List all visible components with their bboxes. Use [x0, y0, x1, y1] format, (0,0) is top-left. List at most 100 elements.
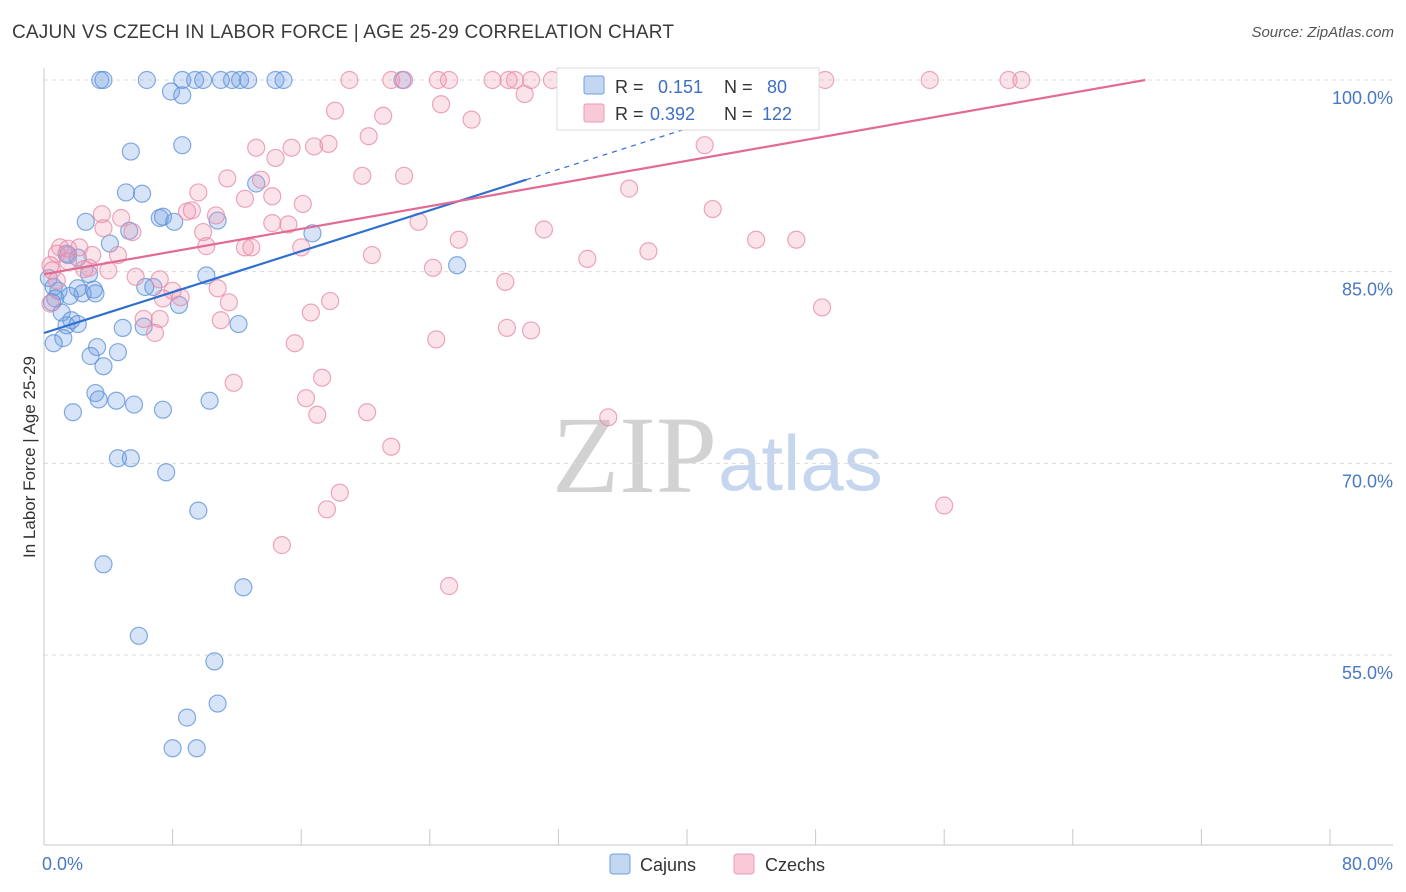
legend-swatch-czechs	[733, 853, 755, 875]
czech-point	[362, 245, 382, 265]
czech-point	[787, 230, 806, 249]
czech-point	[920, 70, 939, 90]
czech-point	[47, 271, 66, 290]
y-tick-label: 85.0%	[1342, 280, 1393, 300]
chart-title: CAJUN VS CZECH IN LABOR FORCE | AGE 25-2…	[12, 22, 675, 43]
cajun-point	[187, 739, 206, 758]
trendline-cajuns	[43, 178, 527, 335]
source-label: Source: ZipAtlas.com	[1251, 24, 1394, 41]
czech-point	[134, 309, 153, 329]
cajun-point	[137, 70, 156, 90]
cajun-point	[448, 256, 467, 275]
watermark-zip: ZIP	[552, 394, 717, 516]
czech-point	[747, 230, 766, 249]
cajun-point	[177, 708, 197, 727]
cajun-point	[165, 212, 184, 231]
czech-point	[224, 373, 243, 392]
cajun-point	[108, 343, 128, 362]
czech-point	[358, 403, 377, 422]
czech-point	[382, 437, 401, 456]
legend: Cajuns Czechs	[609, 853, 825, 875]
czech-point	[150, 309, 169, 329]
cajun-point	[200, 391, 219, 410]
x-tick-label-min: 0.0%	[42, 854, 83, 874]
cajun-point	[153, 400, 173, 419]
stats-n-value-cajuns: 80	[767, 77, 787, 97]
czech-point	[462, 110, 481, 129]
czech-point	[92, 205, 111, 224]
cajun-point	[173, 136, 192, 155]
czech-point	[496, 272, 515, 291]
stats-r-value-czechs: 0.392	[650, 104, 695, 124]
cajun-point	[303, 224, 322, 243]
cajun-point	[134, 317, 153, 336]
czech-point	[235, 189, 255, 208]
cajun-point	[76, 212, 95, 231]
cajun-point	[89, 390, 108, 409]
czech-point	[211, 311, 230, 330]
legend-label-cajuns: Cajuns	[640, 855, 696, 875]
czech-point	[1012, 70, 1031, 90]
cajun-point	[153, 207, 173, 226]
czech-point	[330, 483, 349, 502]
trendline-czechs	[43, 78, 1146, 276]
czech-point	[242, 238, 261, 257]
cajun-point	[239, 70, 258, 90]
cajun-point	[63, 403, 83, 422]
y-tick-labels: 100.0% 85.0% 70.0% 55.0%	[1332, 88, 1393, 683]
stats-n-value-czechs: 122	[762, 104, 792, 124]
czech-point	[620, 179, 639, 198]
czech-point	[123, 222, 142, 242]
czech-point	[639, 242, 658, 261]
x-tick-label-max: 80.0%	[1342, 854, 1393, 874]
czech-point	[423, 258, 443, 277]
stats-r-label-czechs: R =	[615, 104, 644, 124]
czech-point	[194, 222, 213, 242]
cajun-point	[113, 318, 132, 337]
series-czechs	[41, 70, 1031, 596]
czech-point	[483, 70, 502, 90]
legend-label-czechs: Czechs	[765, 855, 825, 875]
czech-point	[266, 148, 285, 168]
stats-n-label-czechs: N =	[724, 104, 753, 124]
czech-point	[296, 389, 316, 408]
czech-point	[263, 187, 282, 206]
czech-point	[431, 95, 451, 114]
czech-point	[359, 127, 378, 146]
czech-point	[374, 106, 393, 125]
czech-point	[321, 291, 340, 311]
czech-point	[812, 298, 832, 317]
grid-lines	[44, 79, 1395, 656]
cajun-point	[87, 337, 107, 357]
cajun-point	[189, 501, 208, 520]
czech-point	[308, 405, 327, 424]
cajun-point	[44, 334, 63, 353]
stats-r-label-cajuns: R =	[615, 77, 644, 97]
cajun-point	[86, 284, 105, 303]
czech-point	[112, 208, 131, 228]
stats-swatch-czechs	[583, 103, 605, 123]
cajun-point	[81, 346, 100, 366]
czech-point	[206, 206, 226, 225]
czech-point	[534, 220, 554, 239]
czech-point	[935, 496, 954, 515]
czech-point	[427, 330, 446, 349]
czech-point	[439, 576, 459, 596]
czech-point	[41, 294, 60, 313]
czech-point	[189, 183, 208, 202]
czech-point	[285, 334, 304, 353]
czech-point	[293, 194, 312, 214]
czech-point	[599, 408, 618, 427]
czech-point	[439, 70, 459, 90]
cajun-point	[157, 463, 176, 482]
czech-point	[59, 252, 78, 271]
czech-point	[695, 136, 714, 155]
cajun-point	[54, 329, 73, 348]
czech-point	[999, 70, 1018, 90]
czech-point	[108, 245, 128, 265]
cajun-point	[208, 694, 227, 713]
czech-point	[578, 249, 597, 268]
axes	[43, 68, 1393, 846]
czech-point	[317, 500, 337, 519]
cajun-point	[121, 449, 140, 468]
